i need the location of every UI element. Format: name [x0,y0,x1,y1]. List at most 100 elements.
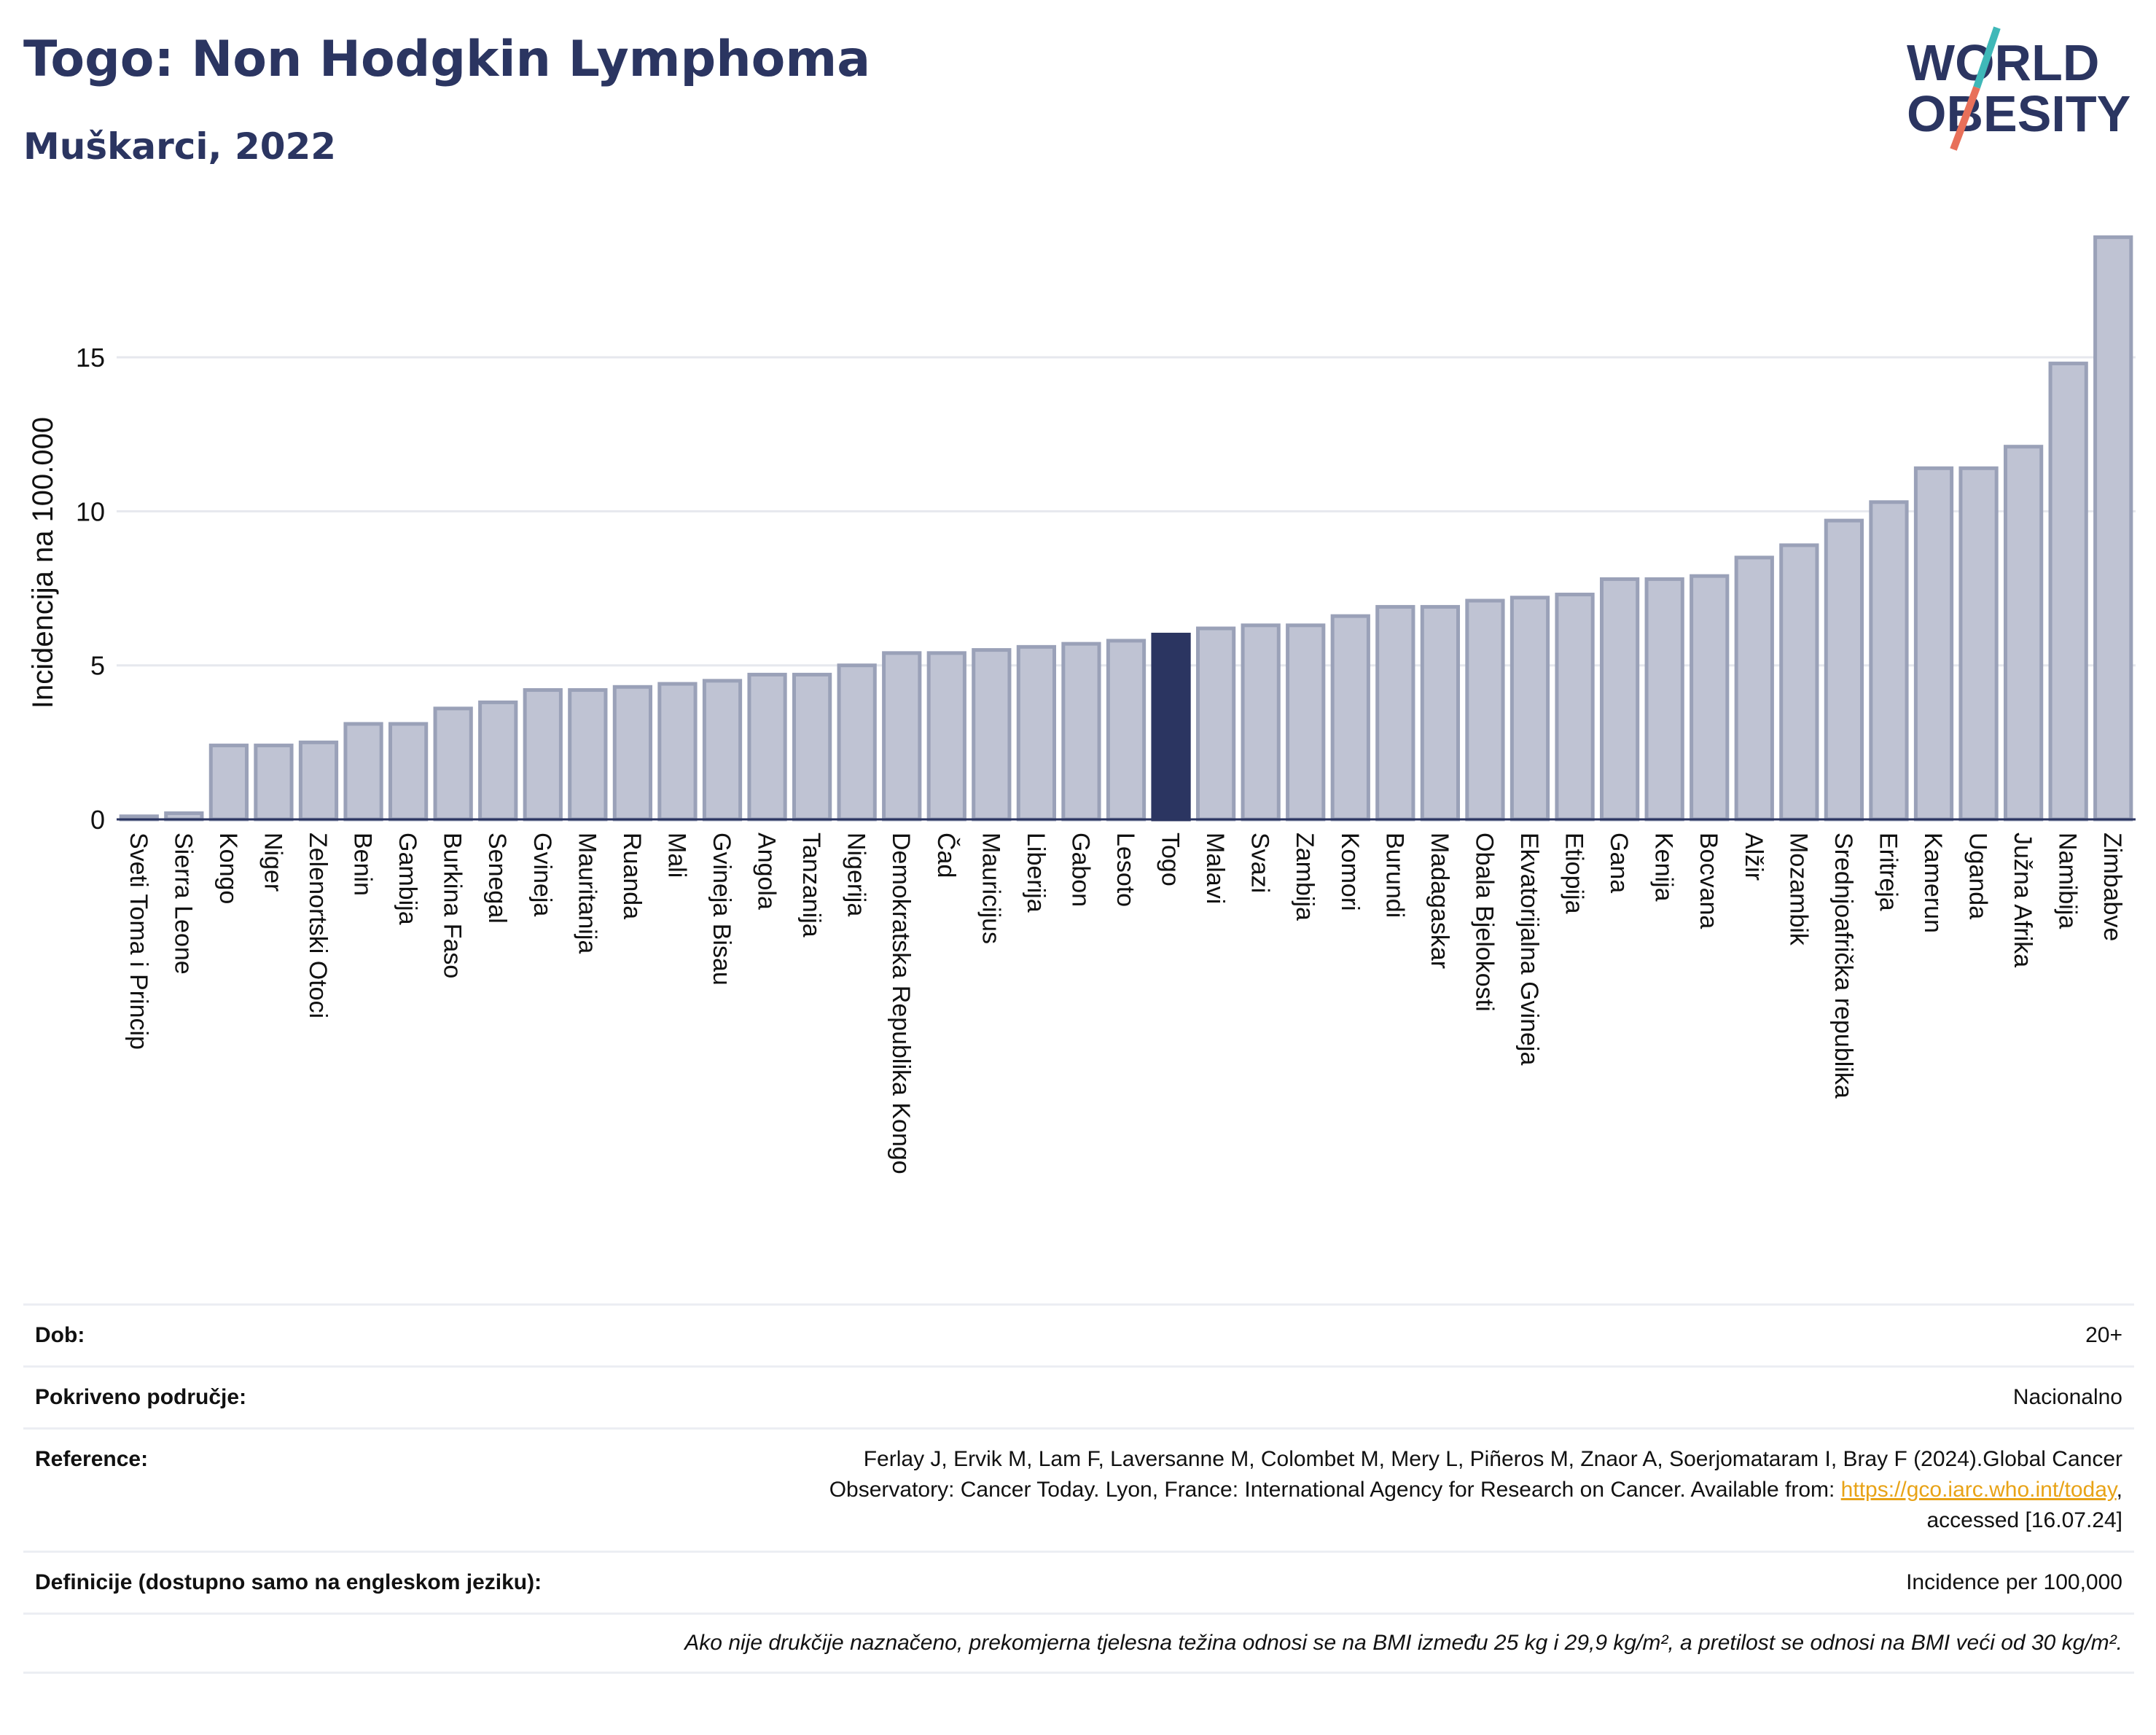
x-tick-label: Mali [663,833,690,878]
bar [1061,642,1101,822]
bar [433,706,473,822]
bar [657,682,698,822]
x-tick-label: Etiopija [1561,833,1588,914]
area-value: Nacionalno [2012,1385,2122,1409]
logo-text-obesity: OBESITY [1907,85,2130,142]
x-tick-label: Senegal [483,833,511,924]
footnote: Ako nije drukčije naznačeno, prekomjerna… [23,1613,2134,1674]
x-tick-label: Lesoto [1112,833,1139,907]
info-row-age: Dob: 20+ [23,1303,2134,1365]
x-tick-label: Sierra Leone [169,833,197,975]
bar [702,679,743,822]
bar [1555,593,1595,822]
x-tick-label: Obala Bjelokosti [1470,833,1498,1012]
reference-text-3: , [2116,1478,2122,1502]
x-tick-label: Mauritanija [573,833,601,954]
x-tick-label: Madagaskar [1426,833,1453,969]
x-tick-label: Zimbabve [2098,833,2126,941]
y-tick-label: 0 [90,805,105,835]
bar [2003,445,2044,822]
x-axis-labels: Sveti Toma i Princip Sierra Leone Kongo Nig… [125,833,2126,1174]
bar [1465,599,1505,822]
area-label: Pokriveno područje: [35,1385,247,1409]
x-tick-label: Svazi [1246,833,1274,893]
x-tick-label: Sveti Toma i Princip [125,833,152,1050]
bar-chart: 0 5 10 15 Sveti Toma i Princip Sierra Leone K… [27,235,2136,1174]
bar [1779,543,1819,822]
x-tick-label: Burkina Faso [439,833,466,978]
x-tick-label: Gabon [1066,833,1094,907]
x-tick-label: Togo [1157,833,1184,886]
page-subtitle: Muškarci, 2022 [23,125,337,168]
info-row-definitions: Definicije (dostupno samo na engleskom j… [23,1551,2134,1613]
x-tick-label: Južna Afrika [2009,833,2036,967]
y-axis-ticks: 0 5 10 15 [76,343,105,835]
bar [747,672,787,822]
bar [1241,623,1281,822]
x-tick-label: Mauricijus [977,833,1004,944]
page-title: Togo: Non Hodgkin Lymphoma [23,31,871,88]
bar [523,688,563,822]
bar [837,663,877,822]
bar [972,648,1012,822]
bar [1824,518,1864,822]
x-tick-label: Bocvana [1695,833,1722,929]
bar [1644,577,1684,822]
x-tick-label: Srednjoafrička republika [1829,833,1857,1099]
x-tick-label: Ruanda [618,833,646,919]
x-tick-label: Kenija [1650,833,1678,902]
x-tick-label: Kongo [214,833,242,904]
bar [926,651,966,822]
bar [1734,555,1774,822]
info-row-reference: Reference: Ferlay J, Ervik M, Lam F, Lav… [23,1427,2134,1551]
reference-label: Reference: [35,1447,149,1471]
bar [1286,623,1326,822]
bar [1509,596,1550,822]
x-tick-label: Eritreja [1874,833,1902,911]
y-tick-label: 5 [90,651,105,681]
bar [343,722,383,822]
x-tick-label: Burundi [1380,833,1408,918]
bar [568,688,608,822]
bar [1016,644,1057,822]
bar [1599,577,1640,822]
x-tick-label: Nigerija [843,833,870,916]
x-tick-label: Komori [1336,833,1364,911]
x-tick-label: Gambija [394,833,421,925]
bar [254,744,294,822]
bar [1375,604,1415,822]
bar [1913,466,1954,822]
x-tick-label: Demokratska Republika Kongo [887,833,915,1174]
x-tick-label: Zambija [1291,833,1319,921]
x-tick-label: Uganda [1964,833,1992,919]
x-tick-label: Kamerun [1919,833,1947,933]
bar [208,744,249,822]
bar [298,740,339,822]
bar [1690,574,1730,822]
x-tick-label: Ekvatorijalna Gvineja [1515,833,1543,1065]
y-tick-label: 10 [76,496,105,526]
bar [792,672,832,822]
x-tick-label: Alžir [1740,833,1768,881]
x-tick-label: Niger [259,833,286,892]
bar [612,685,653,822]
bar [2048,362,2088,822]
reference-text-1: Ferlay J, Ervik M, Lam F, Laversanne M, … [863,1447,2122,1471]
world-obesity-logo: WORLD OBESITY [1907,26,2130,151]
x-tick-label: Zelenortski Otoci [304,833,332,1018]
reference-text-2: Observatory: Cancer Today. Lyon, France:… [829,1478,1841,1502]
age-label: Dob: [35,1323,85,1347]
chart-bars [119,235,2133,822]
age-value: 20+ [2085,1323,2122,1347]
x-tick-label: Malavi [1201,833,1229,904]
bar-highlight [1151,632,1191,822]
reference-link[interactable]: https://gco.iarc.who.int/today [1840,1478,2117,1502]
x-tick-label: Gana [1605,833,1633,893]
x-tick-label: Angola [753,833,781,910]
logo-text-world: WORLD [1907,34,2099,91]
y-tick-label: 15 [76,343,105,373]
reference-value: Ferlay J, Ervik M, Lam F, Laversanne M, … [829,1444,2122,1536]
bar [882,651,922,822]
definitions-value: Incidence per 100,000 [1906,1570,2122,1594]
bar [478,700,518,822]
